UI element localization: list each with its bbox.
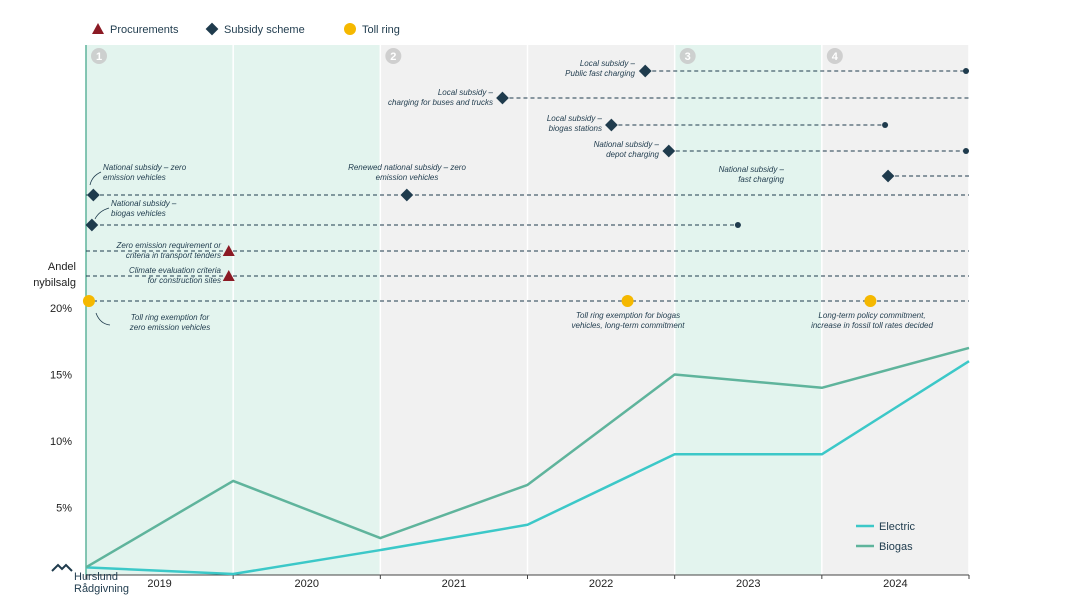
y-tick-label-5: 5%	[56, 503, 72, 515]
phase-number-1: 1	[96, 51, 102, 63]
event-marker-12	[864, 295, 877, 307]
annotation-connector-zero-emission	[89, 171, 102, 186]
event-label-0-line-2: Public fast charging	[565, 69, 635, 78]
event-marker-8	[222, 245, 235, 256]
event-label-8-line-2: criteria in transport tenders	[126, 251, 221, 260]
event-label-12-line-2: increase in fossil toll rates decided	[811, 321, 933, 330]
event-label-6-line-2: emission vehicles	[376, 173, 439, 182]
legend-label-diamond: Subsidy scheme	[224, 24, 305, 36]
event-label-4-line-1: National subsidy –	[719, 165, 785, 174]
x-tick-label-2024: 2024	[883, 578, 907, 590]
event-label-7-line-1: National subsidy –	[111, 199, 177, 208]
event-marker-11	[621, 295, 634, 307]
event-label-4-line-2: fast charging	[738, 175, 784, 184]
y-axis-title-line-1: Andel	[48, 261, 76, 273]
event-label-10-line-2: zero emission vehicles	[129, 323, 210, 332]
event-end-dot-0	[963, 68, 969, 74]
x-tick-label-2019: 2019	[147, 578, 171, 590]
x-tick-label-2020: 2020	[295, 578, 319, 590]
phase-band-3	[674, 45, 822, 575]
event-end-dot-7	[734, 222, 741, 228]
logo-icon	[51, 563, 73, 572]
y-tick-label-15: 15%	[50, 370, 72, 382]
x-tick-label-2022: 2022	[589, 578, 613, 590]
y-tick-label-20: 20%	[50, 303, 72, 315]
legend-marker-circle	[344, 23, 356, 35]
phase-number-2: 2	[390, 51, 396, 63]
event-marker-9	[222, 270, 235, 281]
event-marker-1	[496, 91, 509, 105]
logo-text-line-2: Rådgivning	[74, 583, 129, 595]
event-marker-7	[85, 218, 99, 232]
event-label-2-line-2: biogas stations	[549, 124, 602, 133]
event-label-3-line-2: depot charging	[606, 150, 659, 159]
event-label-5-line-1: National subsidy – zero	[103, 163, 187, 172]
event-label-6-line-1: Renewed national subsidy – zero	[348, 163, 466, 172]
event-label-11-line-2: vehicles, long-term commitment	[572, 321, 686, 330]
legend-label-electric: Electric	[879, 521, 916, 533]
event-end-dot-3	[963, 148, 969, 154]
event-label-9-line-1: Climate evaluation criteria	[129, 266, 222, 275]
event-marker-6	[400, 188, 414, 202]
event-marker-5	[86, 188, 100, 202]
y-tick-label-10: 10%	[50, 436, 72, 448]
phase-number-4: 4	[832, 51, 839, 63]
event-marker-10	[82, 295, 95, 307]
phase-badge-2	[385, 48, 402, 64]
event-label-3-line-1: National subsidy –	[594, 140, 660, 149]
legend-label-biogas: Biogas	[879, 541, 913, 553]
phase-band-4	[821, 45, 969, 575]
phase-badge-1	[91, 48, 107, 64]
event-label-11-line-1: Toll ring exemption for biogas	[576, 311, 680, 320]
event-label-8-line-1: Zero emission requirement or	[116, 241, 222, 250]
event-label-0-line-1: Local subsidy –	[580, 59, 636, 68]
event-label-7-line-2: biogas vehicles	[111, 209, 166, 218]
event-label-12-line-1: Long-term policy commitment,	[818, 311, 925, 320]
event-label-9-line-2: for construction sites	[148, 276, 221, 285]
y-axis-title-line-2: nybilsalg	[33, 277, 76, 289]
event-end-dot-2	[882, 122, 889, 128]
event-label-10-line-1: Toll ring exemption for	[131, 313, 210, 322]
logo-text-line-1: Hurslund	[74, 571, 118, 583]
legend-marker-triangle	[92, 23, 104, 34]
legend-marker-diamond	[205, 22, 219, 36]
event-label-2-line-1: Local subsidy –	[547, 114, 603, 123]
legend-label-triangle: Procurements	[110, 24, 179, 36]
phase-number-3: 3	[685, 51, 691, 63]
phase-badge-3	[679, 48, 696, 64]
annotation-connector-toll-ring	[95, 312, 111, 326]
event-label-1-line-1: Local subsidy –	[438, 88, 494, 97]
annotation-connector-biogas	[94, 207, 110, 220]
legend-label-circle: Toll ring	[362, 24, 400, 36]
event-label-1-line-2: charging for buses and trucks	[388, 98, 493, 107]
event-label-5-line-2: emission vehicles	[103, 173, 166, 182]
x-tick-label-2021: 2021	[442, 578, 466, 590]
phase-badge-4	[826, 48, 843, 64]
x-tick-label-2023: 2023	[736, 578, 760, 590]
